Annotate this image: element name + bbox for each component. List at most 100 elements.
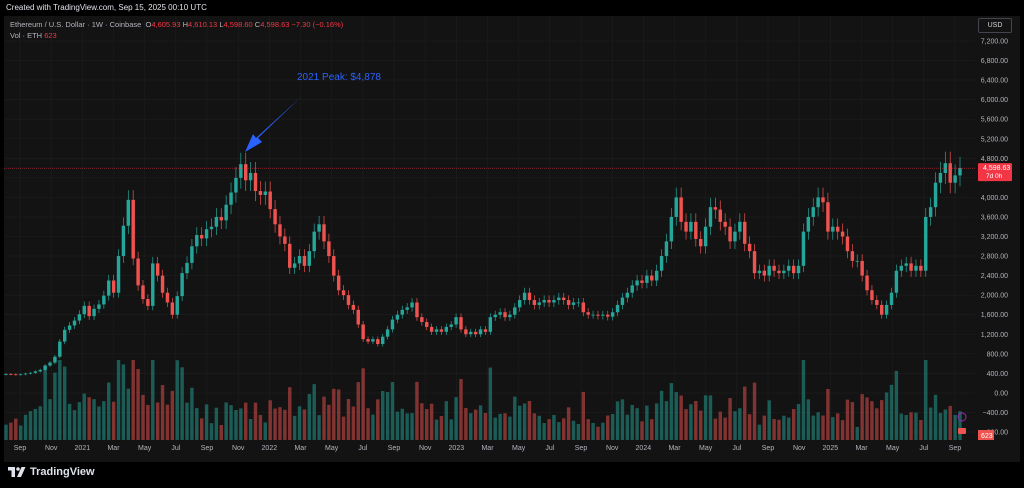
- volume-bar: [953, 414, 957, 440]
- volume-bar: [816, 412, 820, 440]
- volume-bar: [136, 369, 140, 440]
- candle-body: [327, 241, 331, 257]
- tradingview-logo[interactable]: TradingView: [8, 465, 95, 479]
- candle-body: [371, 339, 375, 342]
- volume-bar: [840, 420, 845, 440]
- volume-bar: [674, 392, 678, 440]
- volume-bar: [116, 360, 121, 440]
- volume-bar: [322, 396, 326, 440]
- volume-bar: [48, 399, 52, 440]
- volume-bar: [341, 416, 346, 440]
- x-tick-label: May: [138, 445, 152, 452]
- volume-bar: [72, 410, 77, 440]
- volume-bar: [9, 422, 13, 440]
- candle-body: [395, 314, 400, 320]
- candle-body: [33, 371, 38, 373]
- x-tick-label: Sep: [949, 445, 962, 452]
- candle-body: [537, 302, 541, 305]
- volume-bar: [473, 409, 478, 440]
- volume-bar: [517, 405, 522, 440]
- volume-bar: [356, 382, 360, 440]
- volume-bar: [58, 360, 62, 440]
- volume-bar: [478, 405, 483, 440]
- low-label: L: [219, 20, 224, 29]
- volume-bar: [928, 407, 933, 440]
- candle-body: [610, 312, 615, 317]
- candle-body: [376, 339, 380, 345]
- x-tick-label: Nov: [45, 445, 58, 452]
- volume-badge-label: 623: [981, 433, 993, 440]
- volume-bar: [537, 415, 541, 440]
- candle-body: [718, 209, 722, 222]
- volume-bar: [62, 366, 67, 440]
- volume-bar: [576, 424, 581, 440]
- volume-bar: [767, 400, 771, 440]
- candle-body: [880, 304, 884, 315]
- volume-bar: [366, 408, 370, 440]
- volume-bar: [464, 408, 468, 440]
- candle-body: [62, 329, 67, 342]
- candle-body: [498, 312, 502, 315]
- candle-body: [522, 292, 527, 301]
- volume-bar: [606, 415, 610, 440]
- volume-bar: [33, 408, 38, 440]
- indicator-icons[interactable]: [957, 412, 967, 434]
- candle-body: [444, 326, 449, 332]
- volume-bar: [826, 389, 830, 440]
- y-tick-label: 6,000.00: [981, 97, 1008, 104]
- candle-body: [703, 226, 708, 247]
- candle-body: [356, 309, 360, 325]
- chart-frame[interactable]: [4, 16, 1020, 462]
- y-tick-label: −400.00: [983, 410, 1009, 417]
- volume-bar: [899, 413, 904, 440]
- symbol-title[interactable]: Ethereum / U.S. Dollar · 1W · Coinbase: [10, 20, 142, 29]
- volume-bar: [292, 415, 297, 440]
- y-tick-label: 1,200.00: [981, 332, 1008, 339]
- volume-value: 623: [44, 31, 57, 40]
- candle-body: [669, 216, 674, 242]
- candle-body: [684, 221, 688, 232]
- volume-bar: [610, 414, 615, 440]
- volume-label[interactable]: Vol · ETH: [10, 31, 43, 40]
- alert-icon: [957, 412, 967, 422]
- candle-body: [292, 263, 297, 268]
- candle-body: [777, 270, 781, 274]
- x-tick-label: 2022: [262, 445, 278, 452]
- candle-body: [185, 262, 189, 274]
- volume-bar: [562, 418, 566, 440]
- current-price-label: 4,598.63: [983, 165, 1010, 172]
- candle-body: [767, 265, 771, 276]
- candle-body: [924, 216, 928, 271]
- candle-body: [449, 324, 453, 327]
- volume-bar: [82, 393, 86, 440]
- y-tick-label: 800.00: [987, 351, 1009, 358]
- candle-body: [826, 202, 830, 232]
- y-tick-label: 2,800.00: [981, 254, 1008, 261]
- volume-bar: [199, 418, 204, 440]
- candle-body: [816, 197, 820, 208]
- x-tick-label: May: [325, 445, 339, 452]
- candle-body: [909, 263, 913, 271]
- close-value: 4,598.63: [260, 20, 290, 29]
- candle-body: [679, 197, 683, 222]
- candle-body: [278, 224, 282, 237]
- volume-bar: [811, 415, 815, 440]
- volume-bar: [439, 416, 444, 440]
- price-chart[interactable]: 7,200.00 6,800.00 6,400.00 6,000.00 5,600.00…: [0, 0, 1024, 462]
- volume-bar: [327, 404, 331, 440]
- volume-bar: [229, 405, 233, 440]
- candle-body: [625, 292, 630, 298]
- candle-body: [180, 273, 184, 297]
- currency-button[interactable]: USD: [978, 18, 1012, 33]
- candle-body: [650, 275, 654, 281]
- candle-body: [850, 251, 855, 261]
- candle-body: [336, 275, 341, 291]
- close-label: C: [254, 20, 261, 29]
- candle-body: [762, 270, 767, 276]
- candle-body: [209, 226, 214, 230]
- volume-bar: [151, 360, 155, 440]
- volume-bar: [111, 401, 116, 440]
- candle-body: [806, 216, 811, 232]
- candle-body: [439, 329, 444, 332]
- volume-bar: [865, 397, 869, 440]
